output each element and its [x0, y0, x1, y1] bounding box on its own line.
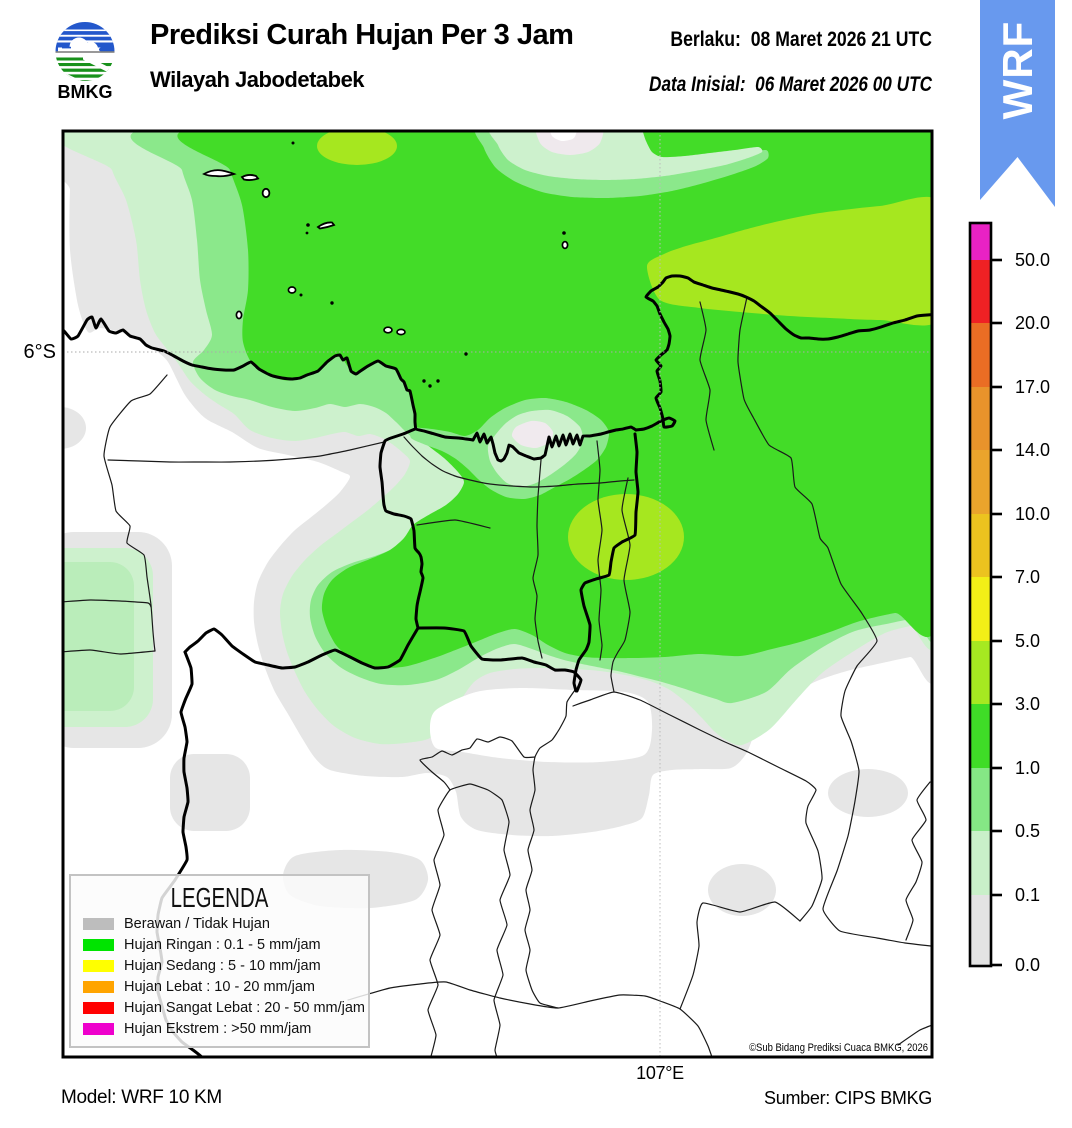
svg-text:14.0: 14.0: [1015, 440, 1050, 460]
svg-text:10.0: 10.0: [1015, 504, 1050, 524]
svg-text:7.0: 7.0: [1015, 567, 1040, 587]
svg-text:0.5: 0.5: [1015, 821, 1040, 841]
svg-text:0.0: 0.0: [1015, 955, 1040, 975]
svg-text:1.0: 1.0: [1015, 758, 1040, 778]
svg-text:3.0: 3.0: [1015, 694, 1040, 714]
svg-text:BMKG: BMKG: [58, 82, 113, 102]
svg-text:WRF: WRF: [994, 21, 1041, 120]
svg-text:17.0: 17.0: [1015, 377, 1050, 397]
svg-text:5.0: 5.0: [1015, 631, 1040, 651]
svg-text:50.0: 50.0: [1015, 250, 1050, 270]
svg-text:20.0: 20.0: [1015, 313, 1050, 333]
svg-text:0.1: 0.1: [1015, 885, 1040, 905]
